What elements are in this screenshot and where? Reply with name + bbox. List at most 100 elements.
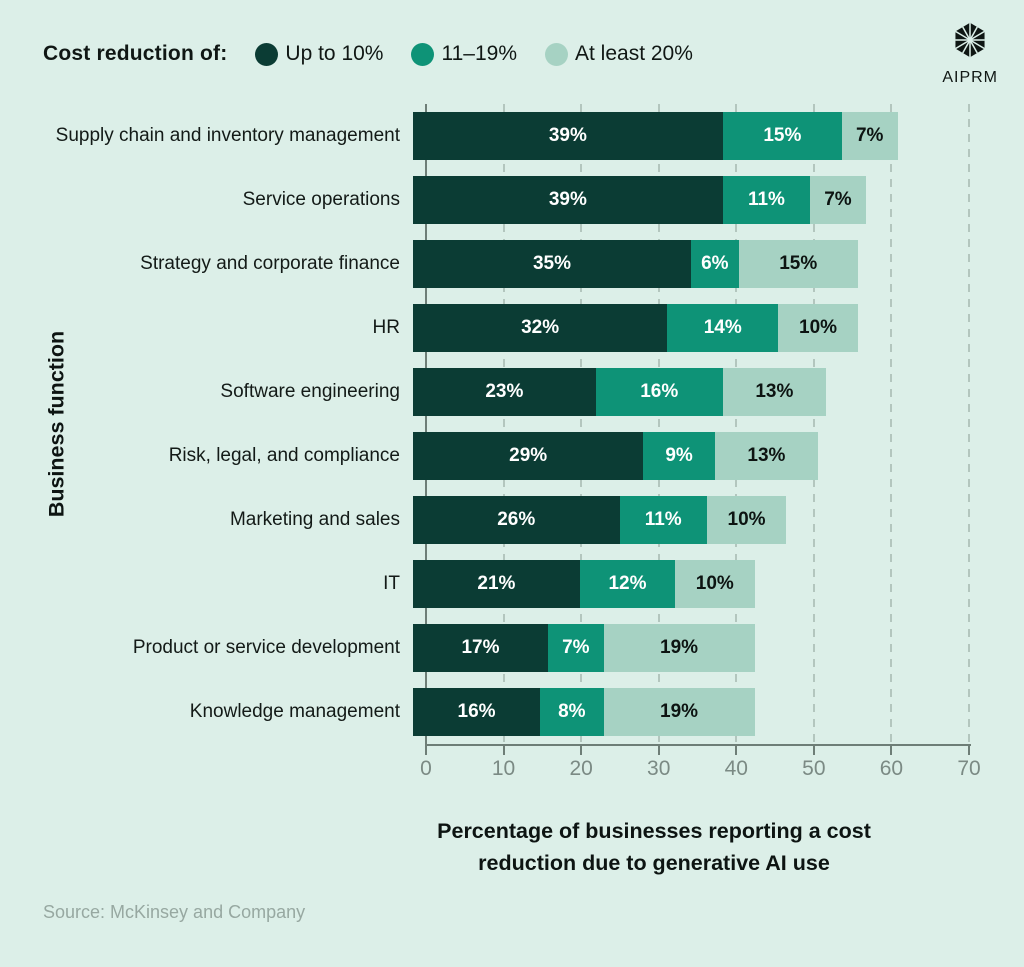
axis-tick <box>735 744 738 755</box>
legend-label: At least 20% <box>575 42 693 65</box>
stacked-bar: 23% 16% 13% <box>413 368 969 416</box>
legend-item: At least 20% <box>545 42 693 66</box>
bar-value-label: 21% <box>477 573 516 594</box>
gridline <box>502 104 505 744</box>
aiprm-logo-icon <box>948 20 992 65</box>
gridline <box>890 104 893 744</box>
bar-value-label: 15% <box>779 253 818 274</box>
bar-row: Marketing and sales 26% 11% 10% <box>0 496 969 544</box>
bar-segment: 32% <box>413 304 668 352</box>
legend-dot-icon <box>545 42 568 66</box>
bar-row: Software engineering 23% 16% 13% <box>0 368 969 416</box>
stacked-bar: 35% 6% 15% <box>413 240 969 288</box>
bar-row: Strategy and corporate finance 35% 6% 15% <box>0 240 969 288</box>
aiprm-logo-text: AIPRM <box>942 69 998 86</box>
axis-tick-label: 20 <box>569 757 593 780</box>
plot-gridlines <box>425 104 970 744</box>
stacked-bar: 39% 15% 7% <box>413 112 969 160</box>
category-label: Marketing and sales <box>229 509 400 530</box>
bar-segment: 29% <box>413 432 644 480</box>
bar-segment: 9% <box>643 432 715 480</box>
axis-tick <box>580 744 583 755</box>
axis-tick <box>657 744 660 755</box>
bar-segment: 6% <box>691 240 739 288</box>
bar-value-label: 6% <box>701 253 729 274</box>
axis-tick <box>502 744 505 755</box>
axis-tick-label: 30 <box>647 757 671 780</box>
bar-value-label: 35% <box>532 253 572 274</box>
category-label: Knowledge management <box>189 701 400 722</box>
category-label: Strategy and corporate finance <box>140 253 400 274</box>
gridline <box>657 104 660 744</box>
gridline <box>968 104 970 744</box>
bar-segment: 16% <box>595 368 723 416</box>
bar-value-label: 16% <box>457 701 496 722</box>
bar-row: Product or service development 17% 7% 19% <box>0 624 969 672</box>
legend-title: Cost reduction of: <box>43 42 228 65</box>
legend: Cost reduction of: Up to 10% 11–19% At lea… <box>43 42 693 66</box>
bar-segment: 21% <box>413 560 580 608</box>
stacked-bar: 32% 14% 10% <box>413 304 969 352</box>
bar-segment: 19% <box>603 688 755 736</box>
bar-chart: Supply chain and inventory management 39%… <box>0 112 969 752</box>
bar-value-label: 13% <box>755 381 794 402</box>
bar-value-label: 19% <box>660 637 699 658</box>
legend-item: 11–19% <box>411 42 517 66</box>
axis-tick-label: 0 <box>420 757 432 780</box>
bar-value-label: 17% <box>461 637 500 658</box>
bar-value-label: 8% <box>558 701 586 722</box>
bar-segment: 7% <box>841 112 898 160</box>
bar-value-label: 7% <box>562 637 590 658</box>
bar-value-label: 32% <box>521 317 560 338</box>
bar-segment: 10% <box>675 560 755 608</box>
bar-segment: 19% <box>603 624 755 672</box>
bar-row: Supply chain and inventory management 39%… <box>0 112 969 160</box>
stacked-bar: 29% 9% 13% <box>413 432 969 480</box>
legend-label: Up to 10% <box>285 42 384 65</box>
bar-segment: 7% <box>810 176 866 224</box>
bar-value-label: 19% <box>660 701 699 722</box>
bar-value-label: 11% <box>747 189 785 210</box>
bar-segment: 10% <box>778 304 858 352</box>
bar-value-label: 39% <box>548 125 587 146</box>
axis-tick-label: 60 <box>879 757 904 780</box>
bar-segment: 11% <box>619 496 707 544</box>
axis-tick <box>812 744 815 755</box>
legend-dot-icon <box>255 42 279 66</box>
bar-value-label: 10% <box>727 509 766 530</box>
bar-value-label: 39% <box>548 189 587 210</box>
bar-value-label: 23% <box>485 381 524 402</box>
bar-segment: 23% <box>413 368 596 416</box>
category-label: Supply chain and inventory management <box>55 125 400 146</box>
bar-value-label: 13% <box>747 445 786 466</box>
bar-value-label: 7% <box>824 189 852 210</box>
bar-row: HR 32% 14% 10% <box>0 304 969 352</box>
bar-row: Risk, legal, and compliance 29% 9% 13% <box>0 432 969 480</box>
bar-value-label: 12% <box>608 573 647 594</box>
bar-segment: 39% <box>413 112 723 160</box>
bar-segment: 15% <box>722 112 842 160</box>
bar-value-label: 15% <box>763 125 802 146</box>
bar-row: Knowledge management 16% 8% 19% <box>0 688 969 736</box>
bar-segment: 16% <box>413 688 541 736</box>
bar-value-label: 10% <box>695 573 734 594</box>
bar-segment: 12% <box>579 560 676 608</box>
axis-tick-label: 70 <box>957 757 981 780</box>
axis-tick <box>968 744 970 755</box>
x-axis-title: Percentage of businesses reporting a cos… <box>437 819 871 875</box>
bar-segment: 13% <box>714 432 819 480</box>
bar-value-label: 16% <box>640 381 679 402</box>
legend-label: 11–19% <box>441 42 517 65</box>
bar-value-label: 9% <box>665 445 693 466</box>
stacked-bar: 17% 7% 19% <box>413 624 969 672</box>
x-axis-line <box>426 744 971 746</box>
axis-tick-label: 50 <box>802 757 826 780</box>
bar-segment: 10% <box>706 496 787 544</box>
bar-value-label: 26% <box>497 509 536 530</box>
bar-segment: 17% <box>413 624 549 672</box>
stacked-bar: 16% 8% 19% <box>413 688 969 736</box>
bar-segment: 35% <box>413 240 691 288</box>
bar-segment: 14% <box>667 304 779 352</box>
legend-dot-icon <box>411 42 435 66</box>
